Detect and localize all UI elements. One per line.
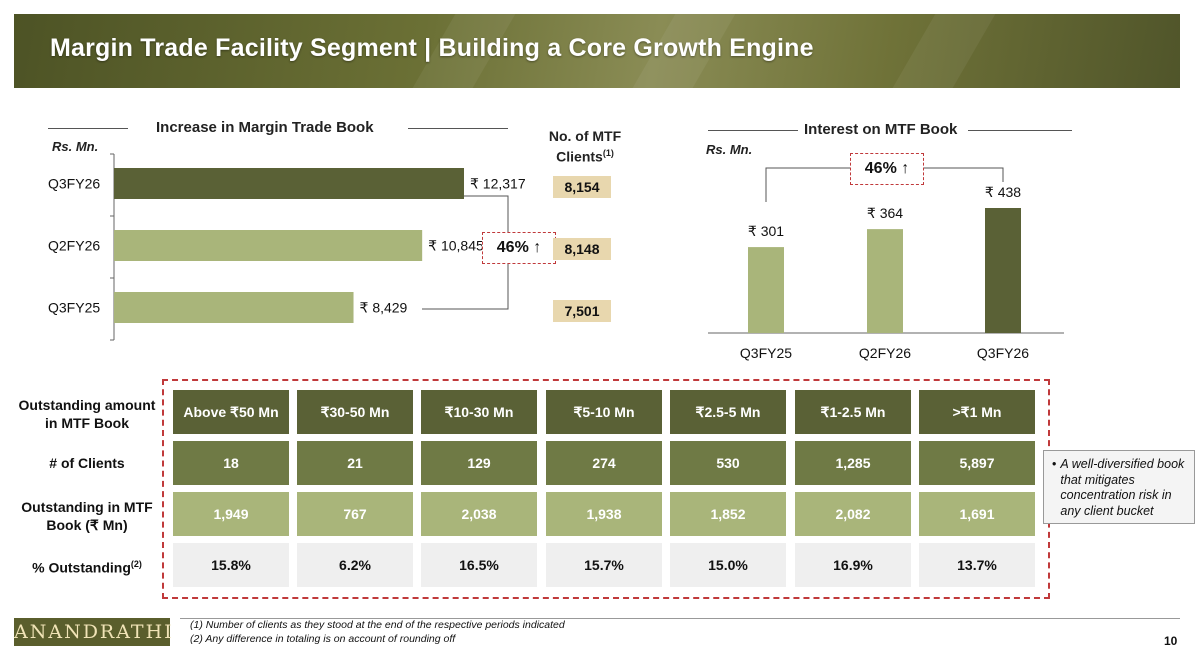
pct-cell: 13.7% bbox=[919, 543, 1035, 587]
hbar-category-label: Q3FY25 bbox=[48, 300, 100, 316]
outstanding-cell: 767 bbox=[297, 492, 413, 536]
pct-cell: 15.7% bbox=[546, 543, 662, 587]
bucket-header-cell: ₹5-10 Mn bbox=[546, 390, 662, 434]
clients-cell: 1,285 bbox=[795, 441, 911, 485]
clients-cell: 274 bbox=[546, 441, 662, 485]
page-title: Margin Trade Facility Segment | Building… bbox=[50, 34, 814, 62]
outstanding-cell: 1,949 bbox=[173, 492, 289, 536]
left-chart-title: Increase in Margin Trade Book bbox=[156, 119, 374, 136]
left-chart-unit: Rs. Mn. bbox=[52, 139, 99, 154]
pct-cell: 15.0% bbox=[670, 543, 786, 587]
margin-trade-book-chart: Q3FY26 ₹ 12,317 Q2FY26 ₹ 10,845 Q3FY25 ₹ 8,42… bbox=[48, 153, 526, 341]
pct-cell: 16.5% bbox=[421, 543, 537, 587]
vbar-category-label: Q3FY25 bbox=[740, 345, 792, 361]
vbar-q3fy26 bbox=[985, 208, 1021, 333]
clients-cell: 530 bbox=[670, 441, 786, 485]
interest-growth-badge: 46% ↑ bbox=[850, 153, 924, 185]
hbar-q3fy26 bbox=[114, 168, 464, 199]
interest-on-mtf-chart: ₹ 301 Q3FY25 ₹ 364 Q2FY26 ₹ 438 Q3FY26 bbox=[708, 167, 1064, 361]
vbar-q3fy25 bbox=[748, 247, 784, 333]
bucket-header-cell: ₹1-2.5 Mn bbox=[795, 390, 911, 434]
row-label-outstanding-mn: Outstanding in MTF Book (₹ Mn) bbox=[21, 499, 153, 533]
title-banner: Margin Trade Facility Segment | Building… bbox=[14, 14, 1180, 88]
outstanding-cell: 2,082 bbox=[795, 492, 911, 536]
side-note: • A well-diversified book that mitigates … bbox=[1043, 450, 1195, 524]
vbar-value-label: ₹ 301 bbox=[748, 223, 784, 239]
vbar-value-label: ₹ 438 bbox=[985, 184, 1021, 200]
clients-cell: 129 bbox=[421, 441, 537, 485]
hbar-value-label: ₹ 8,429 bbox=[360, 300, 408, 316]
hbar-category-label: Q2FY26 bbox=[48, 238, 100, 254]
outstanding-cell: 2,038 bbox=[421, 492, 537, 536]
page-number: 10 bbox=[1164, 634, 1178, 648]
hbar-value-label: ₹ 10,845 bbox=[428, 238, 484, 254]
pct-cell: 16.9% bbox=[795, 543, 911, 587]
pct-cell: 6.2% bbox=[297, 543, 413, 587]
clients-q2fy26: 8,148 bbox=[553, 238, 611, 260]
hbar-category-label: Q3FY26 bbox=[48, 176, 100, 192]
book-growth-badge: 46% ↑ bbox=[482, 232, 556, 264]
bucket-header-cell: ₹10-30 Mn bbox=[421, 390, 537, 434]
bucket-header-cell: >₹1 Mn bbox=[919, 390, 1035, 434]
clients-q3fy25: 7,501 bbox=[553, 300, 611, 322]
clients-cell: 21 bbox=[297, 441, 413, 485]
footnote-2: (2) Any difference in totaling is on acc… bbox=[190, 633, 456, 645]
right-chart-title: Interest on MTF Book bbox=[804, 121, 958, 138]
pct-cell: 15.8% bbox=[173, 543, 289, 587]
vbar-category-label: Q2FY26 bbox=[859, 345, 911, 361]
vbar-q2fy26 bbox=[867, 229, 903, 333]
row-label-clients: # of Clients bbox=[49, 455, 125, 471]
clients-header: No. of MTF Clients(1) bbox=[548, 128, 622, 165]
vbar-category-label: Q3FY26 bbox=[977, 345, 1029, 361]
footnote-1: (1) Number of clients as they stood at t… bbox=[190, 619, 565, 631]
right-chart-unit: Rs. Mn. bbox=[706, 142, 753, 157]
bucket-header-cell: ₹30-50 Mn bbox=[297, 390, 413, 434]
hbar-q2fy26 bbox=[114, 230, 423, 261]
row-label-pct: % Outstanding(2) bbox=[32, 559, 142, 576]
clients-cell: 18 bbox=[173, 441, 289, 485]
hbar-q3fy25 bbox=[114, 292, 354, 323]
outstanding-cell: 1,938 bbox=[546, 492, 662, 536]
clients-q3fy26: 8,154 bbox=[553, 176, 611, 198]
hbar-value-label: ₹ 12,317 bbox=[470, 176, 526, 192]
outstanding-cell: 1,691 bbox=[919, 492, 1035, 536]
clients-cell: 5,897 bbox=[919, 441, 1035, 485]
outstanding-cell: 1,852 bbox=[670, 492, 786, 536]
bucket-header-cell: ₹2.5-5 Mn bbox=[670, 390, 786, 434]
bucket-header-cell: Above ₹50 Mn bbox=[173, 390, 289, 434]
row-label-outstanding-amount: Outstanding amount in MTF Book bbox=[18, 397, 156, 431]
brand-logo: ANANDRATHI bbox=[14, 618, 172, 646]
side-note-text: A well-diversified book that mitigates c… bbox=[1060, 457, 1185, 518]
vbar-value-label: ₹ 364 bbox=[867, 205, 903, 221]
